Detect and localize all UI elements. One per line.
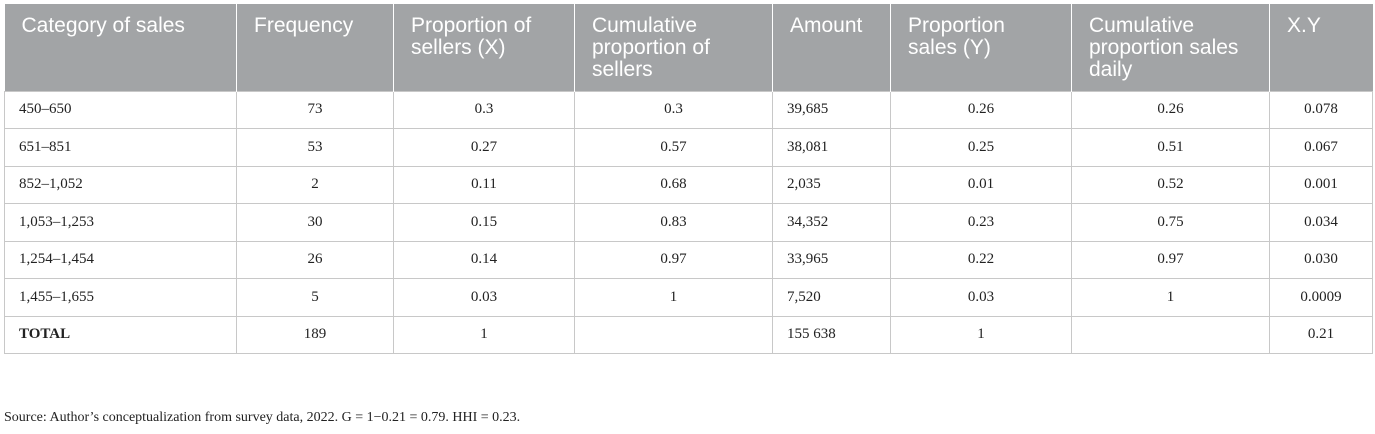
table-cell: 0.52	[1071, 165, 1270, 204]
table-cell: 0.57	[574, 128, 773, 167]
sales-table: Category of sales Frequency Proportion o…	[4, 4, 1373, 354]
table-cell: 651–851	[4, 128, 237, 167]
table-cell: 0.21	[1269, 315, 1373, 354]
table-cell: 0.26	[1071, 90, 1270, 129]
table-cell-total-label: TOTAL	[4, 315, 237, 354]
table-cell: 0.14	[393, 240, 575, 279]
table-cell: 0.034	[1269, 203, 1373, 242]
table-cell: 2,035	[772, 165, 891, 204]
source-note: Source: Author’s conceptualization from …	[4, 410, 521, 425]
table-cell: 38,081	[772, 128, 891, 167]
header-frequency: Frequency	[236, 4, 394, 91]
table-cell: 0.27	[393, 128, 575, 167]
table-cell: 1	[1071, 278, 1270, 317]
table-cell: 0.078	[1269, 90, 1373, 129]
table-cell: 0.83	[574, 203, 773, 242]
table-cell: 26	[236, 240, 394, 279]
table-cell: 0.97	[1071, 240, 1270, 279]
table-cell: 852–1,052	[4, 165, 237, 204]
table-cell: 53	[236, 128, 394, 167]
table-cell: 73	[236, 90, 394, 129]
table-cell: 0.030	[1269, 240, 1373, 279]
table-row: 1,254–1,454 26 0.14 0.97 33,965 0.22 0.9…	[4, 240, 1373, 279]
table-cell: 30	[236, 203, 394, 242]
table-cell	[1071, 315, 1270, 354]
table-cell: 0.23	[890, 203, 1072, 242]
table-cell: 1,053–1,253	[4, 203, 237, 242]
table-cell: 39,685	[772, 90, 891, 129]
table-cell: 1,455–1,655	[4, 278, 237, 317]
table-cell: 0.11	[393, 165, 575, 204]
table-header-row: Category of sales Frequency Proportion o…	[4, 4, 1373, 91]
table-container: Category of sales Frequency Proportion o…	[4, 4, 1373, 354]
header-proportion-sales: Proportion sales (Y)	[890, 4, 1072, 91]
table-cell: 1	[393, 315, 575, 354]
table-cell: 0.03	[890, 278, 1072, 317]
header-cumulative-proportion-sales-daily: Cumulative proportion sales daily	[1071, 4, 1270, 91]
table-row: 852–1,052 2 0.11 0.68 2,035 0.01 0.52 0.…	[4, 165, 1373, 204]
table-cell: 0.03	[393, 278, 575, 317]
table-cell: 0.3	[393, 90, 575, 129]
table-cell: 0.75	[1071, 203, 1270, 242]
header-xy: X.Y	[1269, 4, 1373, 91]
header-category-of-sales: Category of sales	[4, 4, 237, 91]
header-cumulative-proportion-of-sellers: Cumulative proportion of sellers	[574, 4, 773, 91]
table-cell: 0.68	[574, 165, 773, 204]
table-cell: 0.51	[1071, 128, 1270, 167]
table-cell: 34,352	[772, 203, 891, 242]
table-cell: 0.0009	[1269, 278, 1373, 317]
table-row: 450–650 73 0.3 0.3 39,685 0.26 0.26 0.07…	[4, 90, 1373, 129]
table-row: 1,455–1,655 5 0.03 1 7,520 0.03 1 0.0009	[4, 278, 1373, 317]
table-cell: 0.22	[890, 240, 1072, 279]
table-cell: 33,965	[772, 240, 891, 279]
table-cell: 0.25	[890, 128, 1072, 167]
table-cell: 5	[236, 278, 394, 317]
table-cell: 0.067	[1269, 128, 1373, 167]
table-cell: 0.001	[1269, 165, 1373, 204]
header-amount: Amount	[772, 4, 891, 91]
table-cell: 1	[890, 315, 1072, 354]
table-cell: 0.26	[890, 90, 1072, 129]
table-cell: 0.01	[890, 165, 1072, 204]
table-cell: 450–650	[4, 90, 237, 129]
table-cell: 189	[236, 315, 394, 354]
table-row: 651–851 53 0.27 0.57 38,081 0.25 0.51 0.…	[4, 128, 1373, 167]
table-cell: 155 638	[772, 315, 891, 354]
table-cell: 0.97	[574, 240, 773, 279]
table-row: 1,053–1,253 30 0.15 0.83 34,352 0.23 0.7…	[4, 203, 1373, 242]
table-row-total: TOTAL 189 1 155 638 1 0.21	[4, 315, 1373, 354]
table-cell: 7,520	[772, 278, 891, 317]
table-cell	[574, 315, 773, 354]
header-proportion-of-sellers: Proportion of sellers (X)	[393, 4, 575, 91]
table-cell: 2	[236, 165, 394, 204]
table-cell: 0.3	[574, 90, 773, 129]
table-cell: 0.15	[393, 203, 575, 242]
table-cell: 1	[574, 278, 773, 317]
table-cell: 1,254–1,454	[4, 240, 237, 279]
